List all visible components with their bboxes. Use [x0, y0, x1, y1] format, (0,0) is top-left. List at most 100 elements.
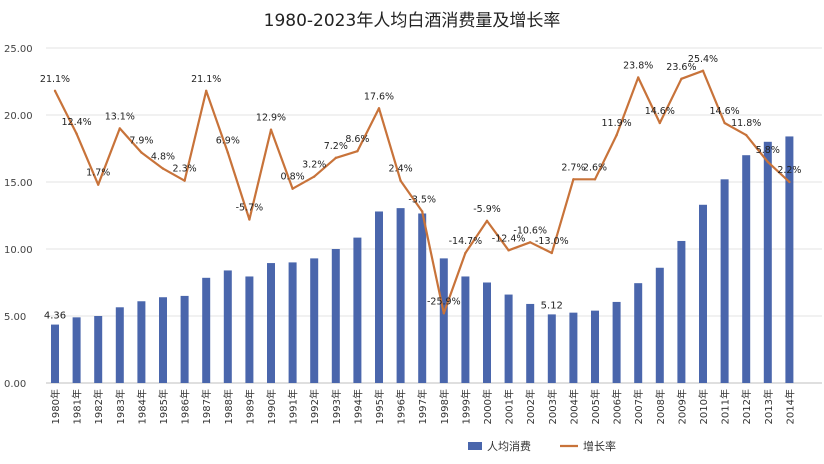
x-tick-label: 1984年 — [135, 389, 148, 424]
x-tick-label: 1999年 — [459, 389, 472, 424]
growth-rate-label: 21.1% — [191, 74, 221, 85]
x-tick-label: 1988年 — [222, 389, 235, 424]
growth-rate-label: 2.3% — [173, 164, 197, 175]
grid-layer — [46, 47, 822, 384]
growth-rate-label: 7.9% — [129, 136, 153, 147]
line-point — [550, 251, 553, 255]
growth-rate-label: 23.6% — [666, 62, 696, 73]
bar — [72, 317, 81, 383]
bar — [655, 267, 664, 383]
growth-rate-label: -13.0% — [535, 236, 569, 247]
x-tick-label: 1981年 — [71, 389, 84, 424]
bar — [720, 179, 729, 383]
y-tick-label: 5.00 — [4, 312, 26, 323]
x-tick-label: 2014年 — [783, 389, 796, 424]
chart-title: 1980-2023年人均白酒消费量及增长率 — [263, 11, 561, 31]
x-tick-label: 1998年 — [438, 389, 451, 424]
growth-rate-label: 1.7% — [86, 168, 110, 179]
x-tick-label: 1983年 — [114, 389, 127, 424]
growth-rate-label: 25.4% — [688, 54, 718, 65]
x-tick-label: 2009年 — [675, 389, 688, 424]
x-tick-label: 1992年 — [308, 389, 321, 424]
bar — [785, 136, 794, 383]
bar — [159, 297, 167, 383]
line-point — [680, 77, 683, 81]
x-tick-label: 2004年 — [567, 389, 580, 424]
bar — [180, 295, 189, 383]
bar — [223, 270, 232, 383]
bar — [115, 307, 124, 383]
x-tick-label: 2008年 — [654, 389, 667, 424]
bar — [418, 213, 427, 383]
growth-rate-label: 13.1% — [105, 111, 135, 122]
bar — [634, 283, 643, 383]
legend-swatch-bar — [468, 442, 482, 450]
line-point — [97, 183, 100, 186]
line-series — [53, 69, 791, 315]
growth-rate-label: -5.9% — [473, 204, 501, 215]
x-tick-label: 1991年 — [287, 389, 300, 424]
growth-rate-label: 2.4% — [389, 164, 413, 175]
line-point — [161, 167, 165, 170]
line-point — [572, 178, 575, 181]
growth-rate-label: 14.6% — [645, 106, 675, 117]
x-tick-label: 1985年 — [157, 389, 170, 424]
line-point — [399, 179, 402, 182]
data-labels: 4.36 5.12 21.1% 12.4% 1.7% 13.1% 7.9% 4.8%2.3% 2… — [40, 54, 802, 322]
growth-rate-label: 5.8% — [756, 145, 780, 156]
y-tick-label: 10.00 — [4, 245, 33, 256]
growth-rate-label: 11.9% — [602, 118, 632, 129]
x-tick-label: 1996年 — [395, 389, 408, 424]
bar — [763, 141, 772, 383]
line-point — [291, 187, 294, 190]
line-point — [442, 312, 445, 315]
growth-rate-label: 2.7% — [561, 162, 585, 173]
line-point — [334, 156, 337, 160]
line-point — [593, 178, 597, 181]
line-point — [248, 218, 251, 221]
bar-series — [51, 136, 794, 383]
bar — [375, 211, 383, 383]
line-point — [377, 107, 381, 110]
y-axis-ticks: 0.00 5.00 10.00 15.00 20.00 25.00 — [4, 44, 33, 390]
line-point — [313, 175, 316, 178]
line-point — [464, 251, 467, 255]
x-tick-label: 1994年 — [351, 389, 364, 424]
bar — [569, 312, 578, 383]
x-tick-label: 1997年 — [416, 389, 429, 424]
growth-rate-label: 17.6% — [364, 91, 394, 102]
growth-rate-label: -10.6% — [513, 225, 547, 236]
growth-rate-label: 12.9% — [256, 113, 286, 124]
growth-rate-label: 2.6% — [583, 162, 607, 173]
legend: 人均消费 增长率 — [468, 439, 616, 453]
line-point — [615, 133, 618, 137]
x-tick-label: 1993年 — [330, 389, 343, 424]
legend-label-bar: 人均消费 — [487, 439, 531, 453]
x-tick-label: 2011年 — [719, 389, 732, 424]
growth-rate-label: 11.8% — [731, 118, 761, 129]
bar — [742, 155, 751, 383]
line-point — [637, 76, 640, 79]
line-point — [421, 210, 424, 213]
growth-rate-label: 6.9% — [216, 136, 240, 147]
line-point — [485, 219, 489, 223]
bar — [396, 208, 405, 383]
bar — [547, 314, 556, 383]
line-point — [766, 160, 769, 164]
x-tick-label: 1982年 — [92, 389, 105, 424]
x-tick-label: 1987年 — [200, 389, 213, 424]
bar — [245, 276, 254, 383]
growth-rate-label: 21.1% — [40, 74, 70, 85]
growth-rate-label: 23.8% — [623, 60, 653, 71]
line-point — [658, 121, 661, 125]
line-point — [75, 132, 78, 135]
growth-rate-label: -14.7% — [449, 236, 483, 247]
bar — [699, 204, 707, 383]
bar — [94, 316, 103, 383]
x-tick-label: 1980年 — [49, 389, 62, 424]
bar — [439, 258, 448, 383]
line-point — [118, 127, 122, 130]
bar — [483, 282, 491, 383]
